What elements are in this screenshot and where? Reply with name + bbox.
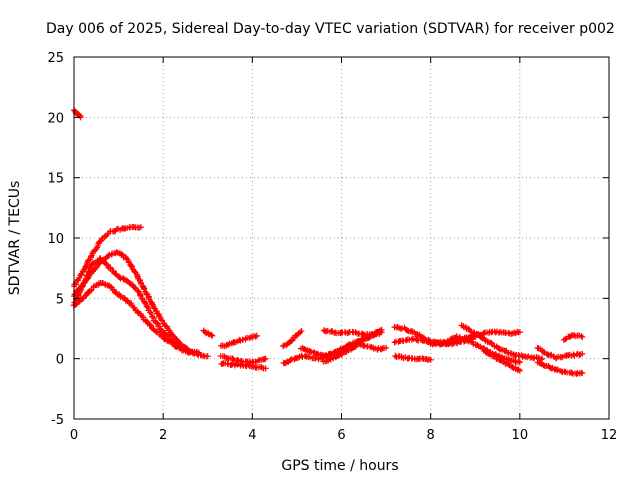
x-tick-label: 8 bbox=[427, 428, 435, 443]
data-point bbox=[301, 346, 308, 353]
data-point bbox=[383, 344, 390, 351]
data-point bbox=[578, 333, 585, 340]
data-point bbox=[474, 341, 481, 348]
series-arc-e bbox=[200, 327, 216, 339]
data-point bbox=[391, 339, 398, 346]
data-point bbox=[579, 333, 586, 340]
data-point bbox=[113, 249, 120, 256]
data-point bbox=[537, 360, 544, 367]
data-point bbox=[505, 329, 512, 336]
series-arc-r bbox=[458, 322, 546, 363]
data-point bbox=[515, 366, 522, 373]
data-point bbox=[400, 337, 407, 344]
data-point bbox=[131, 268, 138, 275]
x-tick-label: 0 bbox=[70, 428, 78, 443]
data-point bbox=[142, 300, 149, 307]
data-point bbox=[195, 349, 202, 356]
y-tick-label: 25 bbox=[47, 51, 64, 66]
y-tick-label: 15 bbox=[47, 172, 64, 187]
data-point bbox=[113, 290, 120, 297]
series-arc-m bbox=[320, 327, 381, 339]
series-arc-s bbox=[481, 348, 523, 374]
data-point bbox=[539, 355, 546, 362]
data-point bbox=[488, 339, 495, 346]
data-point bbox=[124, 297, 131, 304]
series-arc-a bbox=[71, 223, 144, 290]
data-points bbox=[70, 107, 586, 377]
data-point bbox=[516, 359, 523, 366]
series-arc-c bbox=[71, 255, 202, 356]
data-point bbox=[477, 334, 484, 341]
data-point bbox=[208, 332, 215, 339]
data-point bbox=[298, 327, 305, 334]
data-point bbox=[246, 335, 253, 342]
data-point bbox=[262, 365, 269, 372]
data-point bbox=[374, 329, 381, 336]
series-arc-v bbox=[560, 332, 586, 343]
data-point bbox=[141, 286, 148, 293]
x-tick-label: 4 bbox=[248, 428, 256, 443]
y-tick-label: 5 bbox=[56, 292, 64, 307]
series-arc-u bbox=[534, 359, 586, 377]
data-point bbox=[562, 336, 569, 343]
axis-ticks: 0 2 4 6 8 10 12 -5 0 5 10 15 20 25 bbox=[47, 51, 617, 443]
x-tick-label: 10 bbox=[512, 428, 529, 443]
series-arc-g bbox=[217, 353, 269, 366]
data-point bbox=[579, 370, 586, 377]
data-point bbox=[280, 343, 287, 350]
x-tick-label: 6 bbox=[337, 428, 345, 443]
y-axis-label: SDTVAR / TECUs bbox=[7, 181, 23, 296]
data-point bbox=[306, 347, 313, 354]
data-point bbox=[460, 322, 467, 329]
y-tick-label: -5 bbox=[51, 413, 64, 428]
data-point bbox=[83, 262, 90, 269]
data-point bbox=[137, 224, 144, 231]
data-point bbox=[209, 332, 216, 339]
data-point bbox=[579, 350, 586, 357]
data-point bbox=[201, 328, 208, 335]
y-axis-label-group: SDTVAR / TECUs bbox=[7, 181, 23, 296]
data-point bbox=[262, 355, 269, 362]
data-point bbox=[515, 358, 522, 365]
chart-title: Day 006 of 2025, Sidereal Day-to-day VTE… bbox=[46, 21, 615, 37]
series-arc-l bbox=[320, 340, 390, 365]
data-point bbox=[186, 349, 193, 356]
data-point bbox=[253, 332, 260, 339]
y-tick-label: 20 bbox=[47, 111, 64, 126]
y-tick-label: 0 bbox=[56, 353, 64, 368]
data-point bbox=[378, 326, 385, 333]
series-arc-p bbox=[392, 352, 434, 363]
series-arc-f bbox=[217, 332, 260, 350]
data-point bbox=[339, 349, 346, 356]
data-point bbox=[154, 320, 161, 327]
data-point bbox=[252, 333, 259, 340]
data-point bbox=[314, 350, 321, 357]
series-arc-h bbox=[218, 360, 269, 372]
data-point bbox=[516, 329, 523, 336]
data-point bbox=[516, 367, 523, 374]
data-point bbox=[164, 337, 171, 344]
x-tick-label: 12 bbox=[601, 428, 618, 443]
data-point bbox=[419, 355, 426, 362]
data-point bbox=[204, 353, 211, 360]
data-point bbox=[89, 260, 96, 267]
series-arc-o bbox=[391, 333, 479, 348]
x-axis-label: GPS time / hours bbox=[281, 458, 398, 474]
series-arc-top-start bbox=[70, 107, 84, 121]
series-arc-t bbox=[534, 344, 586, 362]
series-arc-i bbox=[280, 327, 305, 350]
series-arc-d bbox=[70, 279, 193, 356]
y-tick-label: 10 bbox=[47, 232, 64, 247]
data-point bbox=[427, 356, 434, 363]
data-point bbox=[370, 344, 377, 351]
grid bbox=[74, 57, 609, 419]
x-tick-label: 2 bbox=[159, 428, 167, 443]
